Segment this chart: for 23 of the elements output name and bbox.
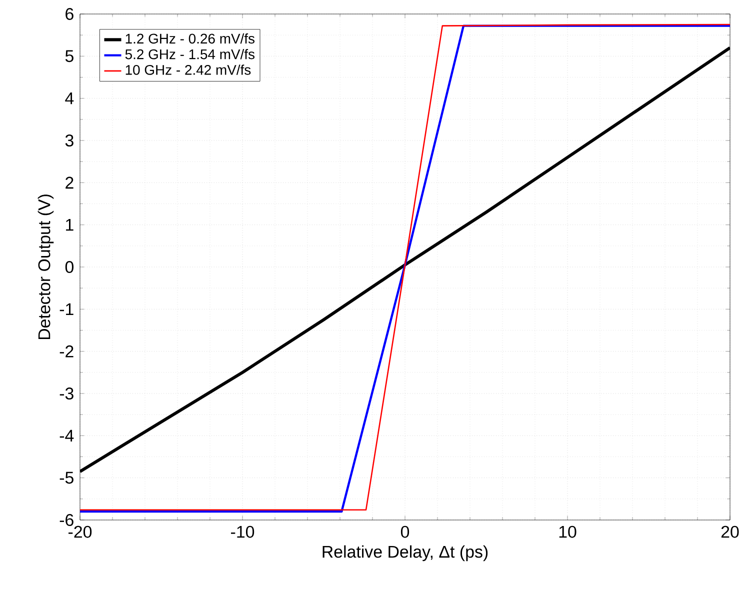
y-tick-label: -6	[60, 514, 74, 526]
y-tick-label: 2	[66, 176, 74, 189]
y-tick-label: 6	[66, 8, 74, 20]
y-tick-label: 1	[66, 219, 74, 231]
y-tick-label: 5	[65, 50, 74, 62]
y-tick-label: -5	[60, 472, 74, 484]
x-axis-title: Relative Delay, Δt (ps)	[322, 545, 488, 562]
y-tick-label: -2	[60, 345, 74, 358]
legend-label: 5.2 GHz - 1.54 mV/fs	[125, 48, 254, 60]
y-tick-label: 3	[65, 134, 74, 146]
y-axis-title: Detector Output (V)	[38, 194, 54, 340]
x-tick-label: 20	[721, 526, 739, 538]
y-tick-label: -1	[60, 303, 74, 315]
legend-label: 10 GHz - 2.42 mV/fs	[126, 64, 251, 75]
x-tick-label: -10	[231, 526, 254, 538]
x-tick-label: 10	[559, 526, 576, 538]
y-tick-label: -4	[60, 430, 74, 442]
x-tick-label: -20	[68, 526, 92, 538]
legend-label: 1.2 GHz - 0.26 mV/fs	[126, 33, 254, 44]
x-tick-label: 0	[400, 526, 410, 538]
y-tick-label: 4	[65, 92, 74, 104]
y-tick-label: -3	[60, 388, 74, 400]
y-tick-label: 0	[65, 261, 74, 273]
